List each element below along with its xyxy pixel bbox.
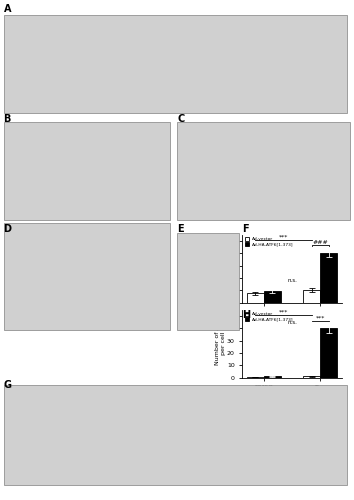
Text: ###: ###	[312, 240, 328, 246]
Text: B: B	[4, 114, 11, 124]
Text: n.s.: n.s.	[287, 278, 297, 283]
Bar	[303, 174, 320, 205]
Legend: Ad-vector, Ad-HA-ATF6[1-373]: Ad-vector, Ad-HA-ATF6[1-373]	[245, 237, 294, 246]
Text: G: G	[4, 380, 12, 390]
Bar	[264, 145, 281, 205]
Bar	[320, 328, 337, 378]
Bar	[247, 148, 264, 205]
Text: D: D	[4, 224, 12, 234]
Text: H: H	[242, 310, 251, 320]
Text: F: F	[242, 224, 249, 234]
Y-axis label: Mean fluorescence
intensity of LysoTracker: Mean fluorescence intensity of LysoTrack…	[207, 129, 218, 204]
Text: ***: ***	[259, 132, 269, 136]
Bar	[247, 377, 264, 378]
Bar	[303, 290, 320, 302]
Text: E: E	[177, 224, 184, 234]
Text: ***: ***	[279, 126, 288, 130]
Text: n.s.: n.s.	[287, 320, 297, 324]
Text: C: C	[177, 114, 184, 124]
Text: ***: ***	[279, 235, 288, 240]
Y-axis label: Number of AL
per cell: Number of AL per cell	[215, 322, 225, 366]
Text: ***: ***	[279, 310, 288, 315]
Text: ***: ***	[315, 316, 325, 321]
Bar	[303, 376, 320, 378]
Bar	[264, 376, 281, 378]
Bar	[320, 254, 337, 302]
Bar	[320, 138, 337, 205]
Bar	[247, 294, 264, 302]
Legend: Ad-vector, Ad-HA-ATF6[1-373]: Ad-vector, Ad-HA-ATF6[1-373]	[245, 130, 294, 139]
Bar	[264, 292, 281, 302]
Text: A: A	[4, 4, 11, 15]
Y-axis label: LC3 and LAMP1
Colocalization (A.U.): LC3 and LAMP1 Colocalization (A.U.)	[213, 237, 224, 300]
Legend: Ad-vector, Ad-HA-ATF6[1-373]: Ad-vector, Ad-HA-ATF6[1-373]	[245, 312, 294, 322]
